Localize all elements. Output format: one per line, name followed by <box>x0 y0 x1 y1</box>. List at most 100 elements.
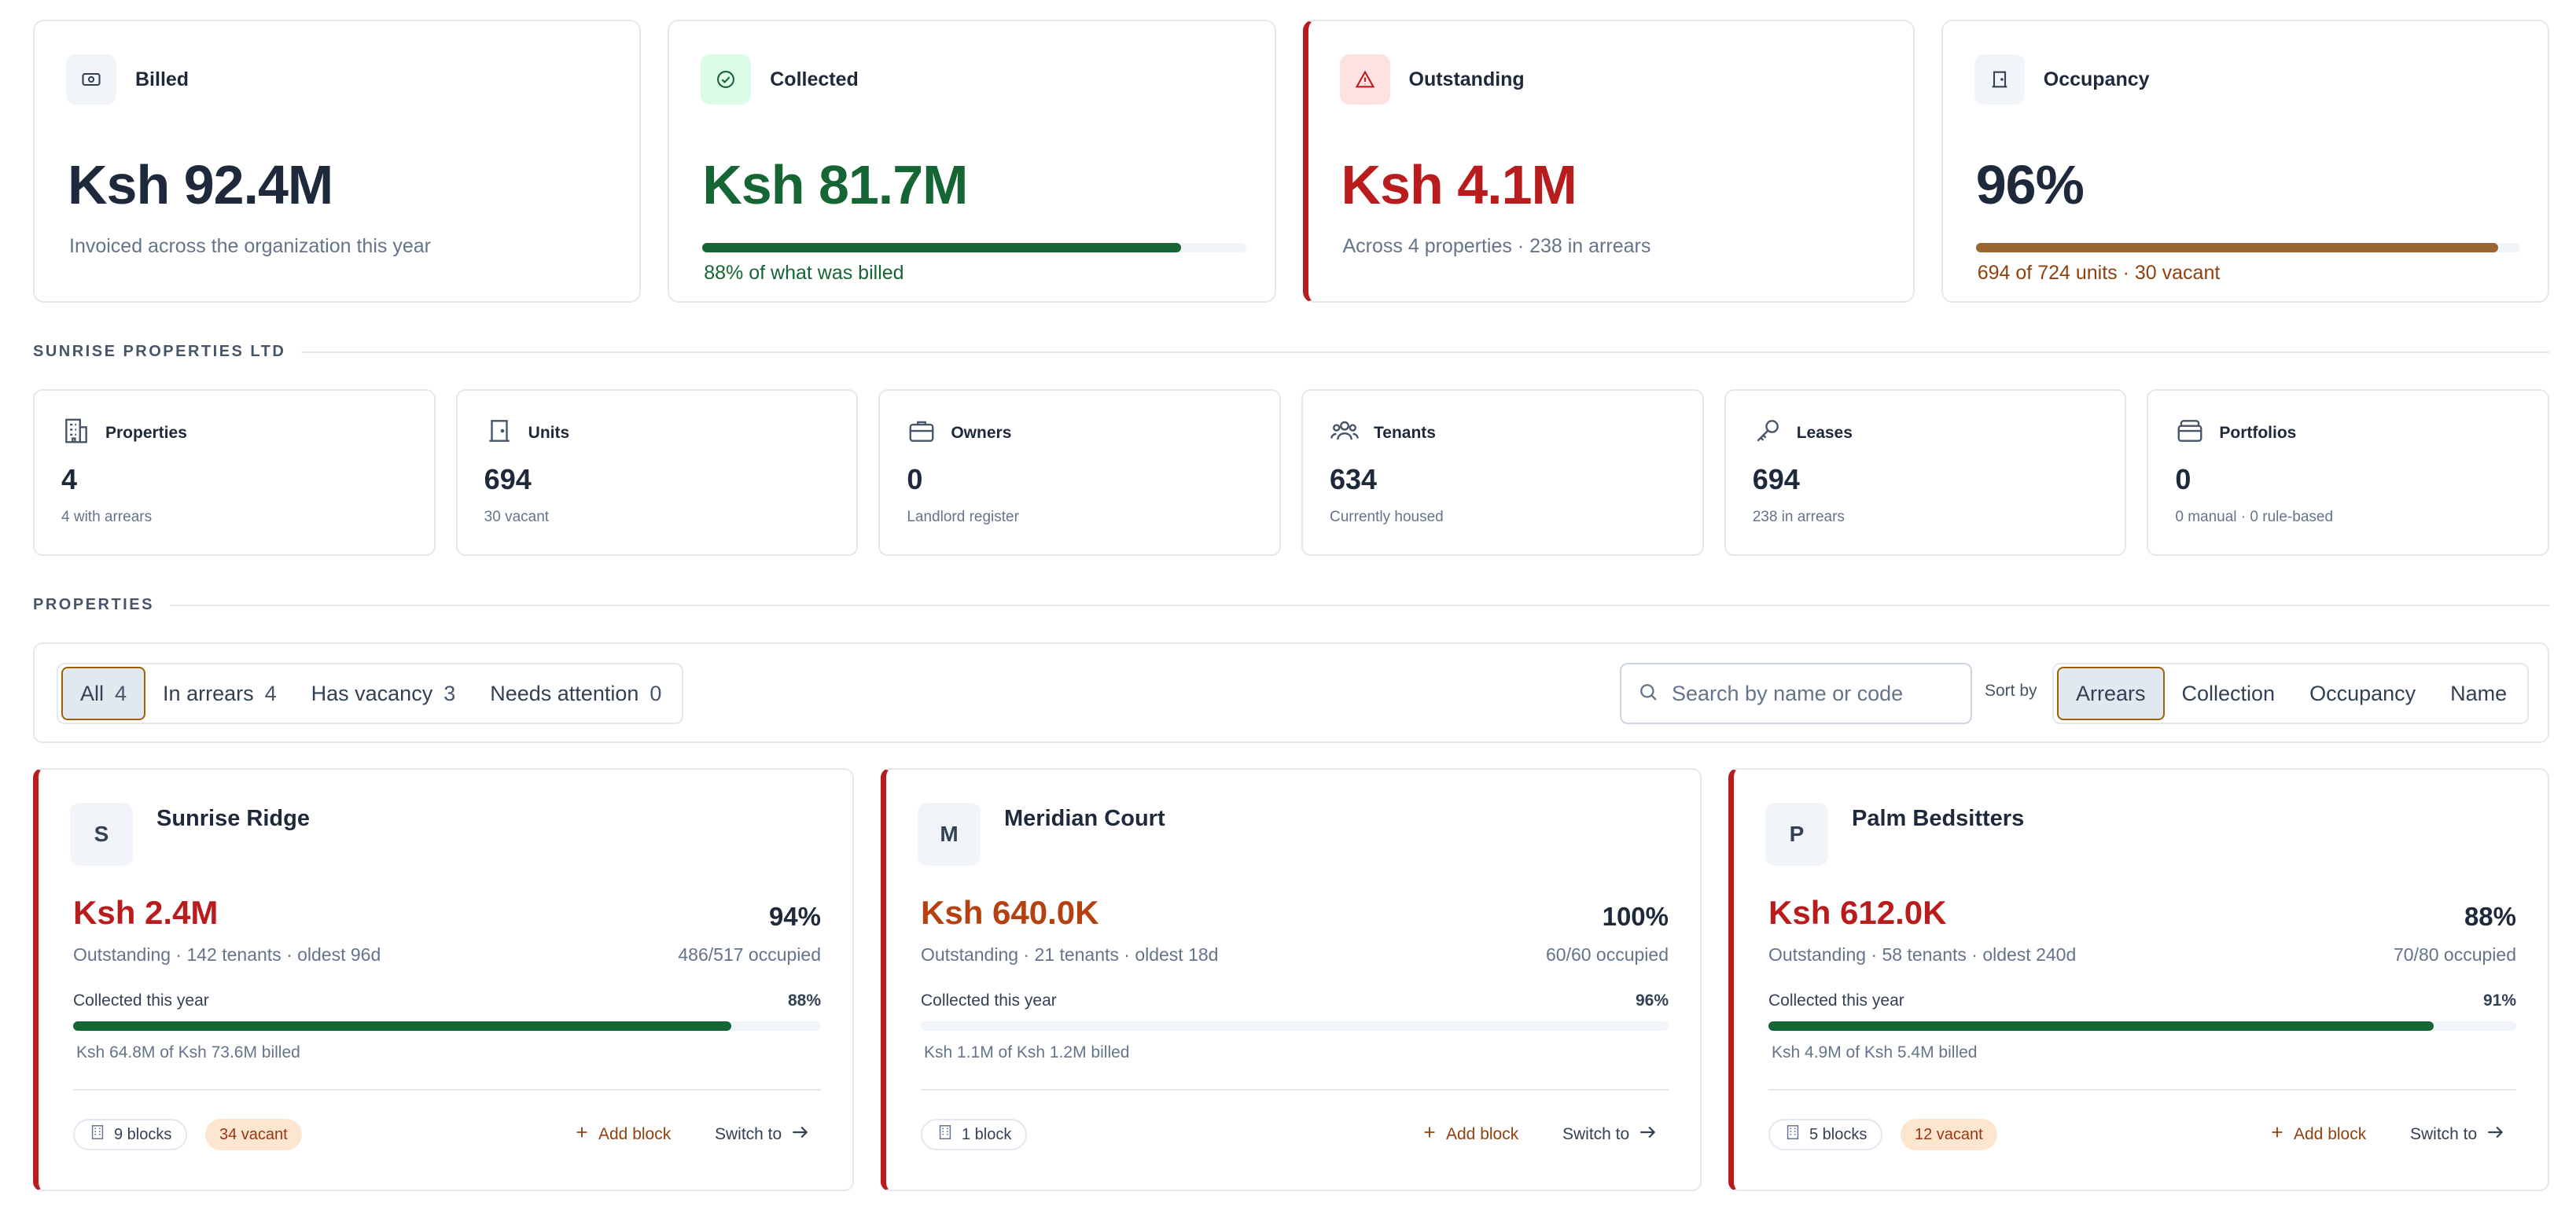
add-block-label: Add block <box>1446 1125 1519 1143</box>
filter-label: All <box>80 681 105 705</box>
stat-header: Leases <box>1753 416 1853 450</box>
kpi-value: Ksh 4.1M <box>1341 154 1577 215</box>
switch-to-label: Switch to <box>2410 1125 2478 1143</box>
users-icon <box>1330 416 1360 450</box>
filter-tab-needs-attention[interactable]: Needs attention 0 <box>473 667 679 720</box>
kpi-card-collected: Collected Ksh 81.7M 88% of what was bill… <box>668 20 1276 303</box>
property-occupancy: 486/517 occupied <box>678 944 821 965</box>
stat-label: Portfolios <box>2219 423 2297 442</box>
property-name[interactable]: Palm Bedsitters <box>1852 806 2025 831</box>
kpi-header: Occupancy <box>1974 54 2150 105</box>
blocks-badge: 5 blocks <box>1768 1119 1883 1150</box>
sort-option-collection[interactable]: Collection <box>2181 681 2276 705</box>
property-card-palm-bedsitters[interactable]: P Palm Bedsitters Ksh 612.0K Outstanding… <box>1728 768 2549 1191</box>
collected-pct: 88% <box>787 991 821 1010</box>
sort-option-arrears[interactable]: Arrears <box>2057 667 2165 720</box>
divider <box>169 604 2549 606</box>
stat-subtext: 238 in arrears <box>1752 509 1845 525</box>
kpi-subtext: Across 4 properties · 238 in arrears <box>1342 235 1651 257</box>
collection-progress-bar <box>921 1021 1669 1031</box>
building-icon <box>1784 1124 1801 1146</box>
stat-card-leases[interactable]: Leases 694 238 in arrears <box>1724 389 2127 556</box>
arrow-right-icon <box>789 1122 810 1147</box>
stat-header: Owners <box>907 416 1011 450</box>
stat-subtext: 4 with arrears <box>61 509 153 525</box>
collected-sub: Ksh 4.9M of Ksh 5.4M billed <box>1772 1043 1978 1061</box>
stat-header: Units <box>484 416 569 450</box>
switch-to-button[interactable]: Switch to <box>1562 1119 1658 1150</box>
collected-label: Collected this year <box>1768 991 1904 1010</box>
property-meta: Outstanding · 142 tenants · oldest 96d <box>73 944 381 965</box>
stat-subtext: 0 manual · 0 rule-based <box>2175 509 2334 525</box>
collected-pct: 96% <box>1635 991 1669 1010</box>
add-block-label: Add block <box>2294 1125 2367 1143</box>
property-card-meridian-court[interactable]: M Meridian Court Ksh 640.0K Outstanding … <box>881 768 1702 1191</box>
add-block-button[interactable]: Add block <box>1421 1119 1518 1150</box>
door-icon <box>484 416 514 450</box>
collection-progress-bar <box>1768 1021 2516 1031</box>
stat-value: 694 <box>1752 463 1800 495</box>
property-outstanding: Ksh 640.0K <box>921 894 1099 931</box>
stat-subtext: Currently housed <box>1330 509 1444 525</box>
plus-icon <box>1421 1124 1438 1146</box>
stat-value: 634 <box>1330 463 1378 495</box>
search-icon <box>1637 681 1659 707</box>
kpi-value: 96% <box>1975 154 2085 215</box>
stat-card-owners[interactable]: Owners 0 Landlord register <box>878 389 1282 556</box>
collection-progress-bar <box>73 1021 821 1031</box>
stat-label: Leases <box>1796 423 1853 442</box>
search-box[interactable] <box>1620 663 1972 724</box>
property-occupancy-pct: 88% <box>2464 902 2516 931</box>
switch-to-button[interactable]: Switch to <box>715 1119 810 1150</box>
divider <box>1768 1089 2516 1091</box>
wallet-icon <box>2175 416 2205 450</box>
stat-card-properties[interactable]: Properties 4 4 with arrears <box>33 389 436 556</box>
property-meta: Outstanding · 58 tenants · oldest 240d <box>1768 944 2077 965</box>
kpi-header: Collected <box>701 54 859 105</box>
collected-label: Collected this year <box>921 991 1057 1010</box>
properties-section-header: PROPERTIES <box>33 596 2549 614</box>
collection-progress-fill <box>73 1021 731 1031</box>
add-block-button[interactable]: Add block <box>2269 1119 2366 1150</box>
filter-label: Has vacancy <box>311 681 433 705</box>
switch-to-button[interactable]: Switch to <box>2410 1119 2505 1150</box>
stat-card-units[interactable]: Units 694 30 vacant <box>455 389 859 556</box>
sort-option-name[interactable]: Name <box>2450 681 2508 705</box>
filter-tab-has-vacancy[interactable]: Has vacancy 3 <box>294 667 473 720</box>
arrow-right-icon <box>2485 1122 2505 1147</box>
collected-sub: Ksh 64.8M of Ksh 73.6M billed <box>76 1043 300 1061</box>
add-block-button[interactable]: Add block <box>573 1119 671 1150</box>
collected-sub: Ksh 1.1M of Ksh 1.2M billed <box>924 1043 1130 1061</box>
building-icon <box>89 1124 106 1146</box>
briefcase-icon <box>907 416 937 450</box>
kpi-progress-bar <box>1975 243 2520 252</box>
building-icon <box>61 416 91 450</box>
filter-tab-in-arrears[interactable]: In arrears 4 <box>145 667 294 720</box>
property-outstanding: Ksh 612.0K <box>1768 894 1947 931</box>
search-input[interactable] <box>1672 681 1955 706</box>
stat-label: Owners <box>951 423 1012 442</box>
sort-option-occupancy[interactable]: Occupancy <box>2309 681 2416 705</box>
property-name[interactable]: Meridian Court <box>1004 806 1165 831</box>
stat-card-portfolios[interactable]: Portfolios 0 0 manual · 0 rule-based <box>2147 389 2550 556</box>
divider <box>921 1089 1669 1091</box>
property-occupancy: 70/80 occupied <box>2393 944 2516 965</box>
collected-label: Collected this year <box>73 991 209 1010</box>
collection-progress-fill <box>1768 1021 2434 1031</box>
property-card-sunrise-ridge[interactable]: S Sunrise Ridge Ksh 2.4M Outstanding · 1… <box>33 768 854 1191</box>
property-avatar: S <box>70 803 133 866</box>
divider <box>73 1089 821 1091</box>
filter-tab-all[interactable]: All 4 <box>61 667 146 720</box>
kpi-row: Billed Ksh 92.4M Invoiced across the org… <box>33 20 2549 303</box>
filter-count: 4 <box>115 681 127 705</box>
property-meta: Outstanding · 21 tenants · oldest 18d <box>921 944 1219 965</box>
org-stats-row: Properties 4 4 with arrears Units 694 30… <box>33 389 2550 556</box>
property-name[interactable]: Sunrise Ridge <box>156 806 310 831</box>
property-occupancy: 60/60 occupied <box>1545 944 1669 965</box>
building-icon <box>937 1124 954 1146</box>
kpi-value: Ksh 81.7M <box>702 154 968 215</box>
kpi-progress-fill <box>1975 243 2499 252</box>
stat-card-tenants[interactable]: Tenants 634 Currently housed <box>1301 389 1704 556</box>
stat-subtext: 30 vacant <box>484 509 550 525</box>
filter-tabs: All 4 In arrears 4 Has vacancy 3 Needs a… <box>57 663 684 724</box>
